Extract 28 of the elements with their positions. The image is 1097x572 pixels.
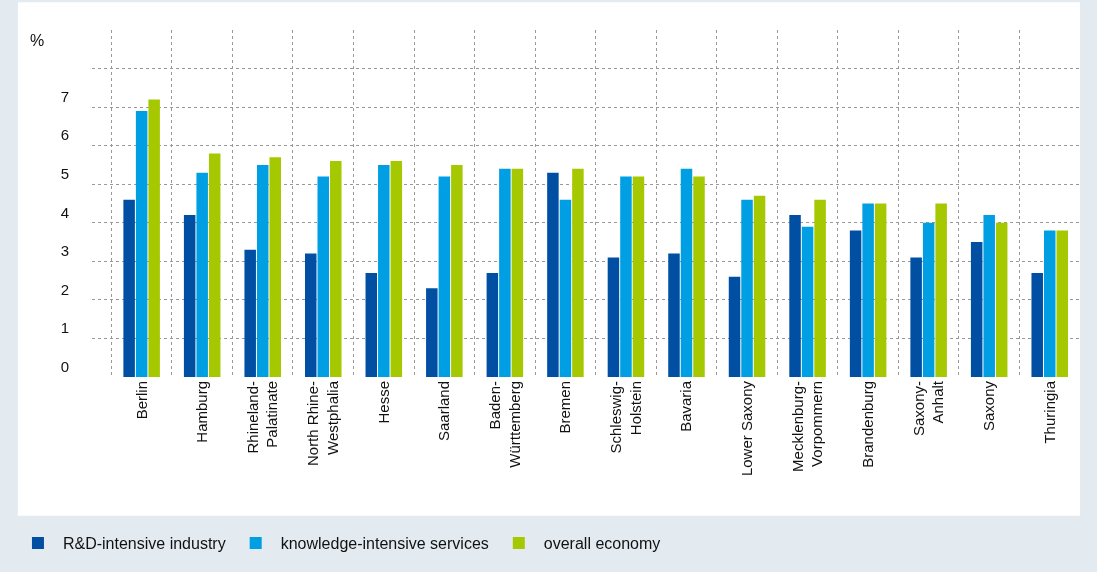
y-tick-label: 0 [60, 357, 69, 375]
legend-label: R&D-intensive industry [62, 535, 226, 553]
x-tick-label: Thuringia [1040, 380, 1058, 444]
y-tick-label: 4 [60, 203, 69, 221]
x-tick-label: Berlin [132, 381, 150, 420]
y-tick-label: 1 [60, 319, 69, 337]
y-tick-label: 3 [60, 242, 69, 260]
x-tick-label: Saxony- Anhalt [909, 380, 947, 437]
x-tick-label: Schleswig- Holstein [607, 381, 644, 454]
x-tick-label: Saxony [980, 380, 998, 432]
x-tick-label: Lower Saxony [737, 380, 755, 477]
y-tick-label: 2 [60, 280, 69, 298]
x-tick-label: Bremen [556, 381, 574, 434]
x-tick-label: North Rhine- Westphalia [304, 380, 341, 467]
y-tick-label: 5 [60, 164, 69, 182]
legend-label: overall economy [543, 535, 661, 553]
y-tick-label: 7 [60, 87, 69, 105]
x-tick-label: Baden- Württemberg [486, 381, 523, 468]
x-tick-label: Hamburg [193, 381, 211, 443]
x-tick-label: Saarland [435, 381, 453, 442]
y-axis-title: % [30, 32, 45, 49]
x-tick-label: Rhineland- Palatinate [243, 381, 281, 454]
legend-label: knowledge-intensive services [280, 535, 489, 553]
x-tick-label: Mecklenburg- Vorpommern [788, 381, 826, 472]
y-tick-label: 6 [60, 126, 69, 144]
x-tick-label: Bavaria [677, 380, 695, 432]
x-tick-label: Hesse [374, 381, 392, 424]
x-tick-label: Brandenburg [858, 381, 876, 468]
